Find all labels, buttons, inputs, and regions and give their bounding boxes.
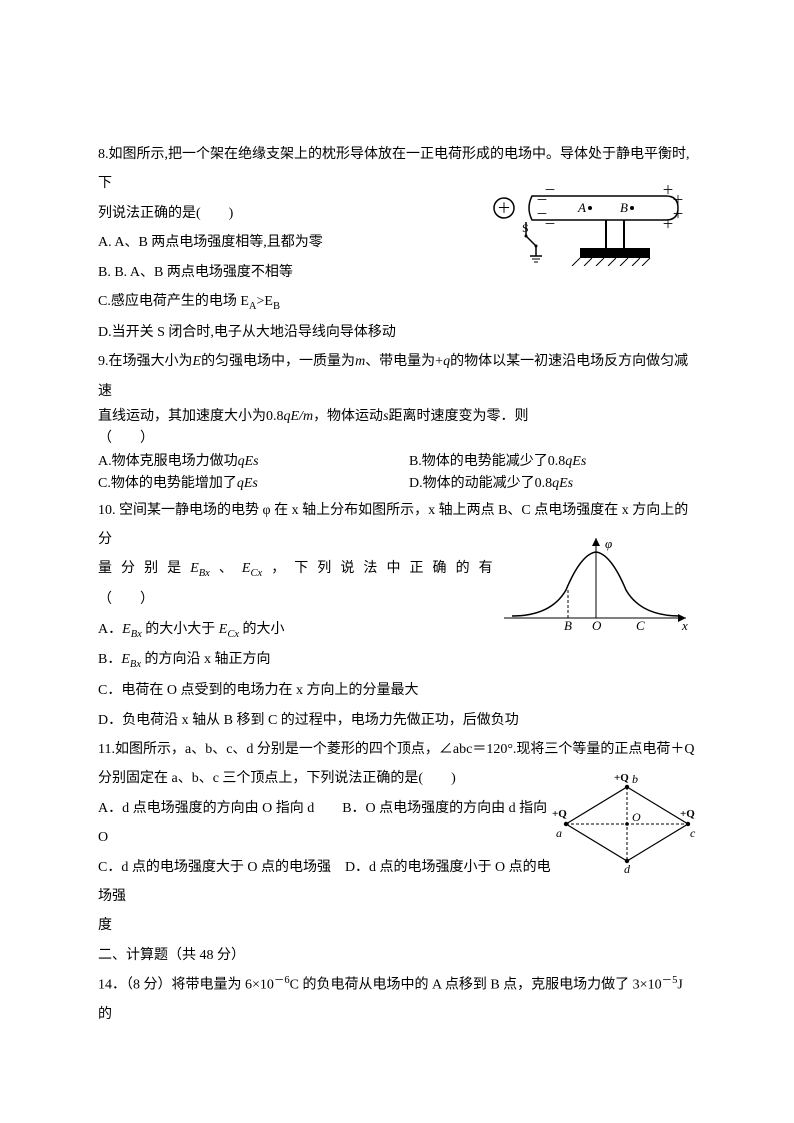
q9-option-d: D.物体的动能减少了0.8qEs bbox=[409, 473, 696, 495]
q11-option-ab: A．d 点电场强度的方向由 O 指向 d B．O 点电场强度的方向由 d 指向 … bbox=[98, 794, 552, 853]
question-9: 9.在场强大小为E的匀强电场中，一质量为m、带电量为+q的物体以某一初速沿电场反… bbox=[98, 347, 696, 495]
svg-text:x: x bbox=[681, 618, 688, 633]
q11-line1: 11.如图所示，a、b、c、d 分别是一个菱形的四个顶点，∠abc＝120°.现… bbox=[98, 735, 696, 764]
svg-text:φ: φ bbox=[605, 536, 612, 551]
question-10: 10. 空间某一静电场的电势 φ 在 x 轴上分布如图所示，x 轴上两点 B、C… bbox=[98, 496, 696, 735]
q10-diagram: φ B O C x bbox=[496, 530, 696, 640]
svg-text:+Q: +Q bbox=[552, 808, 567, 820]
q10-option-c: C．电荷在 O 点受到的电场力在 x 方向上的分量最大 bbox=[98, 676, 696, 705]
svg-text:－: － bbox=[544, 217, 556, 231]
q9-row-cd: C.物体的电势能增加了qEs D.物体的动能减少了0.8qEs bbox=[98, 473, 696, 495]
q9-option-b: B.物体的电势能减少了0.8qEs bbox=[409, 451, 696, 473]
q8-option-c: C.感应电荷产生的电场 EA>EB bbox=[98, 287, 696, 318]
svg-text:＋: ＋ bbox=[662, 217, 674, 231]
question-14: 14．（8 分）将带电量为 6×10－6C 的负电荷从电场中的 A 点移到 B … bbox=[98, 970, 696, 1029]
q9-option-a: A.物体克服电场力做功qEs bbox=[98, 451, 409, 473]
q11-option-cd: C．d 点的电场强度大于 O 点的电场强 D．d 点的电场强度小于 O 点的电场… bbox=[98, 853, 552, 912]
q9-row-ab: A.物体克服电场力做功qEs B.物体的电势能减少了0.8qEs bbox=[98, 451, 696, 473]
svg-text:B: B bbox=[564, 618, 572, 633]
q10-line2: 量 分 别 是 EBx 、 ECx ， 下 列 说 法 中 正 确 的 有 bbox=[98, 554, 493, 585]
svg-text:C: C bbox=[636, 618, 645, 633]
q11-tail: 度 bbox=[98, 911, 696, 940]
svg-text:O: O bbox=[632, 810, 641, 824]
q10-option-d: D．负电荷沿 x 轴从 B 移到 C 的过程中，电场力先做正功，后做负功 bbox=[98, 706, 696, 735]
svg-text:b: b bbox=[632, 772, 638, 786]
q9-option-c: C.物体的电势能增加了qEs bbox=[98, 473, 409, 495]
svg-text:A: A bbox=[577, 200, 586, 215]
svg-text:＋: ＋ bbox=[672, 193, 684, 207]
q9-blank: （ ） bbox=[98, 428, 696, 450]
svg-text:d: d bbox=[624, 862, 631, 876]
q9-line1: 9.在场强大小为E的匀强电场中，一质量为m、带电量为+q的物体以某一初速沿电场反… bbox=[98, 347, 696, 406]
svg-text:a: a bbox=[556, 826, 562, 840]
q8-option-d: D.当开关 S 闭合时,电子从大地沿导线向导体移动 bbox=[98, 318, 696, 347]
svg-text:－: － bbox=[536, 193, 548, 207]
svg-text:c: c bbox=[690, 826, 696, 840]
svg-text:O: O bbox=[592, 618, 602, 633]
svg-text:+Q: +Q bbox=[614, 772, 629, 784]
svg-text:B: B bbox=[620, 200, 628, 215]
question-8: 8.如图所示,把一个架在绝缘支架上的枕形导体放在一正电荷形成的电场中。导体处于静… bbox=[98, 140, 696, 347]
q10-option-b: B．EBx 的方向沿 x 轴正方向 bbox=[98, 645, 696, 676]
q9-line2: 直线运动，其加速度大小为0.8qE/m，物体运动s距离时速度变为零．则 bbox=[98, 406, 696, 428]
svg-text:＋: ＋ bbox=[497, 202, 511, 217]
q11-diagram: a b c d O +Q +Q +Q bbox=[552, 769, 702, 879]
section-2-heading: 二、计算题（共 48 分） bbox=[98, 941, 696, 970]
q8-diagram: ＋ － － － － ＋ ＋ ＋ ＋ A B S bbox=[486, 176, 686, 266]
question-11: 11.如图所示，a、b、c、d 分别是一个菱形的四个顶点，∠abc＝120°.现… bbox=[98, 735, 696, 941]
svg-text:+Q: +Q bbox=[680, 808, 695, 820]
